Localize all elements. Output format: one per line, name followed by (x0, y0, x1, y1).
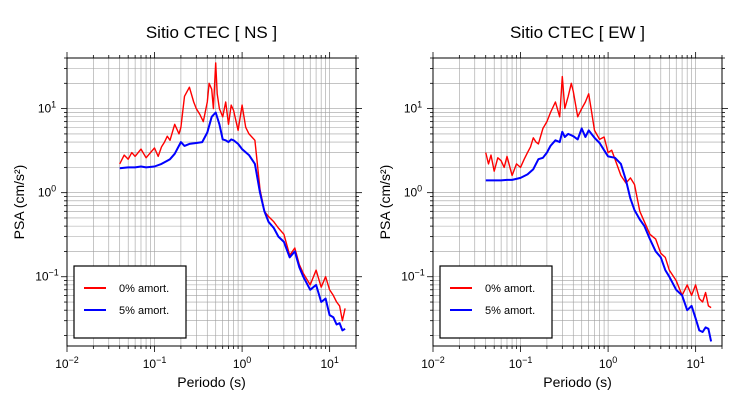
series-line-2 (485, 127, 713, 342)
legend-label-2: 5% amort. (119, 305, 169, 317)
legend-box (439, 265, 553, 339)
y-tick-label: 101 (38, 100, 56, 116)
y-tick-label: 10−1 (401, 268, 425, 284)
grid (66, 57, 357, 346)
y-axis-label: PSA (cm/s²) (11, 165, 27, 240)
x-tick-label: 100 (599, 355, 617, 371)
y-axis-label: PSA (cm/s²) (377, 165, 393, 240)
series-line-1 (119, 62, 346, 322)
x-axis-label: Periodo (s) (177, 374, 245, 390)
legend: 0% amort. 5% amort. (73, 265, 187, 339)
x-tick-label: 100 (233, 355, 251, 371)
plot-frame (66, 57, 357, 347)
x-tick-label: 101 (320, 355, 338, 371)
y-tick-label: 101 (404, 100, 422, 116)
chart-panel-2: 10−2 10−1 100 101 10−1 100 101 Sitio CTEC [ EW … (377, 23, 728, 390)
x-tick-label: 10−1 (143, 355, 167, 371)
legend: 0% amort. 5% amort. (439, 265, 553, 339)
y-tick-label: 10−1 (35, 268, 59, 284)
chart-title: Sitio CTEC [ EW ] (510, 23, 645, 42)
series-line-2 (119, 111, 346, 332)
chart-title: Sitio CTEC [ NS ] (146, 23, 277, 42)
x-tick-label: 10−2 (421, 355, 445, 371)
y-tick-label: 100 (38, 184, 56, 200)
plot-frame (432, 57, 723, 347)
legend-box (73, 265, 187, 339)
ticks (427, 52, 728, 352)
x-tick-label: 101 (686, 355, 704, 371)
ticks (61, 52, 362, 352)
y-tick-label: 100 (404, 184, 422, 200)
x-tick-label: 10−1 (509, 355, 533, 371)
chart-panel-1: 10−2 10−1 100 101 10−1 100 101 Sitio CTEC [ NS … (11, 23, 362, 390)
legend-label-1: 0% amort. (119, 283, 169, 295)
legend-label-2: 5% amort. (485, 305, 535, 317)
x-axis-label: Periodo (s) (543, 374, 611, 390)
x-tick-label: 10−2 (55, 355, 79, 371)
legend-label-1: 0% amort. (485, 283, 535, 295)
series-line-1 (485, 75, 712, 309)
